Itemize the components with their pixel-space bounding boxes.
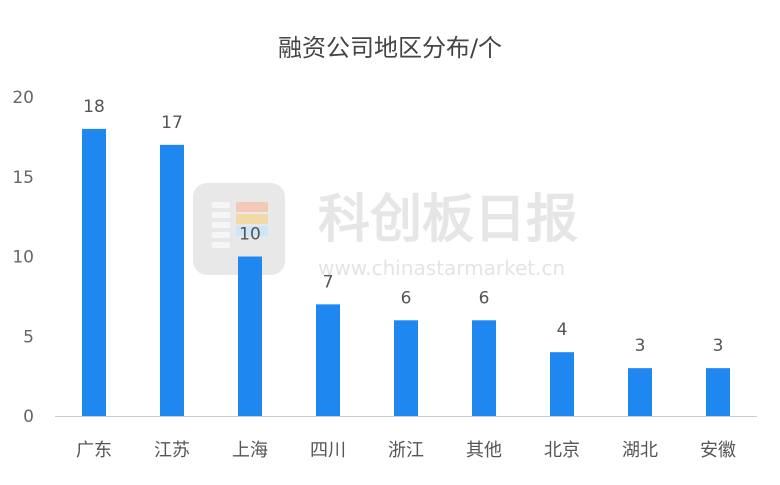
x-tick-label: 其他: [466, 440, 502, 461]
bars: [82, 128, 730, 416]
x-tick-label: 广东: [76, 440, 112, 461]
data-label: 3: [713, 336, 724, 356]
data-label: 10: [239, 225, 261, 245]
x-axis: 广东 江苏 上海 四川 浙江 其他 北京 湖北 安徽: [76, 440, 736, 461]
bar: [628, 368, 652, 416]
y-axis: 0 5 10 15 20: [12, 88, 34, 427]
bar: [82, 128, 106, 416]
y-tick-label: 20: [12, 88, 34, 108]
x-tick-label: 上海: [232, 440, 268, 461]
bar: [706, 368, 730, 416]
data-label: 17: [161, 113, 183, 133]
y-tick-label: 5: [23, 327, 34, 347]
y-tick-label: 0: [23, 407, 34, 427]
data-label: 18: [83, 97, 105, 117]
x-tick-label: 江苏: [154, 440, 190, 461]
bar: [316, 304, 340, 416]
x-tick-label: 浙江: [388, 440, 424, 461]
data-label: 6: [401, 288, 412, 308]
watermark-url: www.chinastarmarket.cn: [318, 256, 565, 280]
y-tick-label: 10: [12, 248, 34, 268]
bar: [160, 144, 184, 416]
bar: [472, 320, 496, 416]
x-tick-label: 湖北: [622, 440, 658, 461]
watermark-logo-glyph: [212, 202, 268, 248]
bar: [394, 320, 418, 416]
bar: [550, 352, 574, 416]
data-label: 4: [557, 320, 568, 340]
x-tick-label: 北京: [544, 440, 580, 461]
watermark-text: 科创板日报: [318, 190, 578, 250]
data-label: 7: [323, 272, 334, 292]
data-label: 3: [635, 336, 646, 356]
bar: [238, 256, 262, 416]
data-label: 6: [479, 288, 490, 308]
x-tick-label: 四川: [310, 440, 346, 461]
x-tick-label: 安徽: [700, 440, 736, 461]
y-tick-label: 15: [12, 168, 34, 188]
chart-title: 融资公司地区分布/个: [278, 34, 502, 62]
data-labels: 18 17 10 7 6 6 4 3 3: [83, 97, 723, 356]
watermark: 科创板日报 www.chinastarmarket.cn: [193, 183, 578, 280]
